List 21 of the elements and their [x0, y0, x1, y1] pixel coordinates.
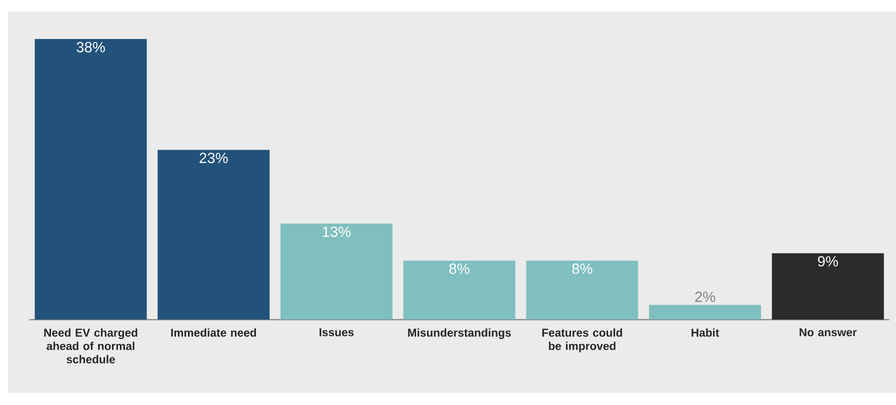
data-label: 23% [200, 152, 228, 164]
x-tick-label: Misunderstandings [408, 328, 511, 339]
bar [526, 260, 638, 320]
bar [649, 304, 762, 320]
data-label: 2% [695, 292, 716, 302]
x-tick-label: No answer [800, 328, 857, 336]
x-tick-label: Need EV charged ahead of normal schedule [44, 328, 138, 364]
bar [403, 260, 516, 320]
x-tick-label: Features could be improved [542, 328, 622, 352]
bar [158, 150, 270, 320]
data-label: 8% [572, 264, 592, 274]
data-label: 9% [818, 256, 838, 267]
x-tick-label: Immediate need [171, 328, 256, 337]
bar [772, 253, 884, 320]
x-tick-label: Issues [320, 328, 354, 336]
x-tick-label: Habit [692, 328, 720, 337]
data-label: 38% [76, 42, 105, 52]
bar [34, 39, 147, 320]
data-label: 8% [449, 264, 470, 274]
bar [280, 224, 392, 320]
data-label: 13% [322, 226, 351, 237]
